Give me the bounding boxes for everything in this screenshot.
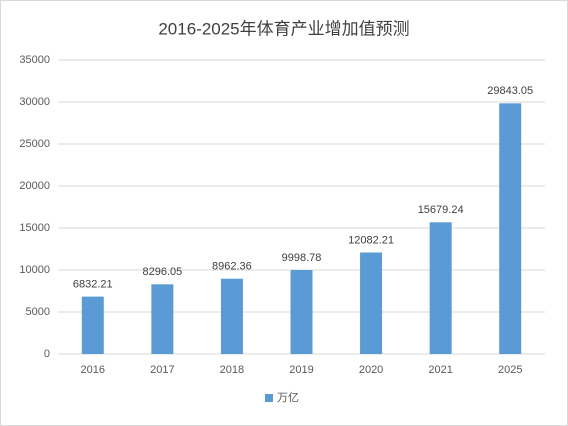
- data-label: 9998.78: [282, 252, 322, 264]
- y-tick-label: 15000: [19, 222, 50, 234]
- y-tick-label: 10000: [19, 264, 50, 276]
- data-label: 8296.05: [142, 266, 182, 278]
- data-label: 8962.36: [212, 261, 252, 273]
- data-label: 29843.05: [487, 85, 533, 97]
- x-tick-label: 2019: [289, 364, 313, 376]
- bar: [151, 284, 174, 354]
- bar: [81, 296, 104, 354]
- legend-swatch: [265, 394, 273, 402]
- x-tick-label: 2025: [498, 364, 522, 376]
- bar: [290, 270, 313, 354]
- x-tick-label: 2021: [428, 364, 452, 376]
- x-tick-label: 2018: [220, 364, 244, 376]
- legend-label: 万亿: [277, 391, 299, 404]
- data-label: 15679.24: [418, 204, 464, 216]
- y-tick-label: 5000: [26, 306, 50, 318]
- bar: [360, 252, 383, 354]
- data-label: 6832.21: [73, 279, 113, 291]
- data-label: 12082.21: [348, 234, 394, 246]
- y-tick-label: 35000: [19, 54, 50, 66]
- bar: [220, 278, 243, 354]
- bar: [429, 222, 452, 354]
- chart-title: 2016-2025年体育产业增加值预测: [158, 19, 409, 38]
- x-tick-label: 2017: [150, 364, 174, 376]
- y-tick-label: 30000: [19, 96, 50, 108]
- y-tick-label: 25000: [19, 138, 50, 150]
- x-tick-label: 2016: [81, 364, 105, 376]
- y-tick-label: 20000: [19, 180, 50, 192]
- x-tick-label: 2020: [359, 364, 383, 376]
- bar: [499, 103, 522, 354]
- y-tick-label: 0: [44, 348, 50, 360]
